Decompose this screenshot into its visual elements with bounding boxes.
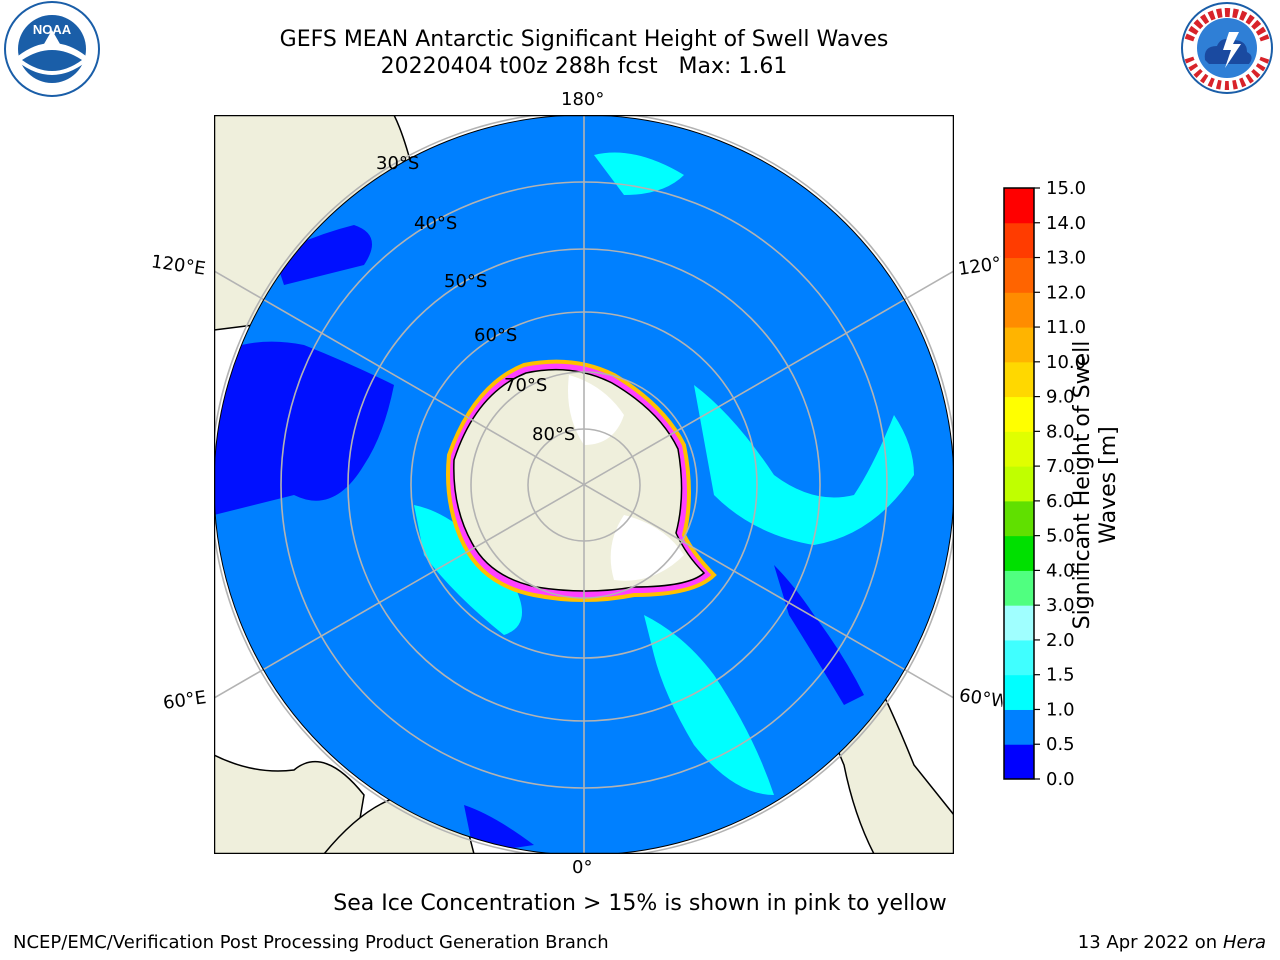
lon-label-60e: 60°E [161, 687, 208, 714]
colorbar-tick-label: 13.0 [1046, 248, 1086, 269]
lat-label-60s: 60°S [474, 325, 517, 346]
lon-label-0: 0° [572, 857, 593, 878]
colorbar: 0.0 0.5 1.0 1.5 2.0 3.0 4.0 5.0 6.0 7.0 8.0 9.0 10.0… [1003, 180, 1086, 790]
colorbar-swatch [1004, 327, 1034, 363]
lat-label-80s: 80°S [532, 424, 575, 445]
lon-label-180: 180° [561, 89, 605, 110]
colorbar-swatch [1004, 257, 1034, 293]
lat-label-70s: 70°S [504, 375, 547, 396]
colorbar-frame [1003, 187, 1035, 780]
chart-title: GEFS MEAN Antarctic Significant Height o… [279, 27, 889, 52]
colorbar-swatch [1004, 292, 1034, 328]
lon-label-120e: 120°E [149, 251, 207, 280]
lat-label-40s: 40°S [414, 213, 457, 234]
colorbar-tick-label: 8.0 [1046, 421, 1075, 442]
colorbar-tick-label: 4.0 [1046, 560, 1075, 581]
polar-map: 80°S 70°S 60°S 50°S 40°S 30°S [214, 115, 954, 854]
africa-land [214, 754, 365, 854]
colorbar-tick-label: 15.0 [1046, 180, 1086, 199]
colorbar-tick-label: 1.5 [1046, 665, 1075, 686]
chart-subtitle: 20220404 t00z 288h fcst Max: 1.61 [380, 54, 788, 79]
colorbar-swatch [1004, 466, 1034, 502]
colorbar-swatch [1004, 639, 1034, 676]
colorbar-tick-label: 2.0 [1046, 630, 1075, 651]
colorbar-tick-label: 3.0 [1046, 595, 1075, 616]
colorbar-swatch [1004, 500, 1034, 537]
date-text: 13 Apr 2022 on Hera [1077, 932, 1266, 953]
colorbar-swatch [1004, 361, 1034, 398]
colorbar-tick-label: 1.0 [1046, 699, 1075, 720]
credit-text: NCEP/EMC/Verification Post Processing Pr… [13, 932, 609, 953]
colorbar-tick-label: 11.0 [1046, 317, 1086, 338]
colorbar-swatch [1004, 605, 1034, 641]
colorbar-swatch [1004, 674, 1034, 710]
colorbar-swatch [1004, 396, 1034, 432]
colorbar-tick-label: 9.0 [1046, 387, 1075, 408]
colorbar-label: Significant Height of Swell Waves [m] [1070, 340, 1121, 630]
colorbar-swatch [1004, 188, 1034, 224]
colorbar-tick-label: 10.0 [1046, 352, 1086, 373]
svg-text:NOAA: NOAA [33, 22, 72, 37]
colorbar-swatch [1004, 222, 1034, 259]
noaa-logo-icon: NOAA [4, 1, 100, 97]
colorbar-tick-label: 5.0 [1046, 526, 1075, 547]
colorbar-swatch [1004, 535, 1034, 571]
colorbar-swatch [1004, 570, 1034, 606]
colorbar-swatch [1004, 709, 1034, 745]
colorbar-tick-label: 12.0 [1046, 282, 1086, 303]
sea-ice-note: Sea Ice Concentration > 15% is shown in … [333, 891, 947, 916]
lat-label-30s: 30°S [376, 153, 419, 174]
lat-label-50s: 50°S [444, 271, 487, 292]
colorbar-tick-label: 0.0 [1046, 769, 1075, 790]
colorbar-swatch [1004, 431, 1034, 467]
colorbar-swatch [1004, 744, 1034, 780]
colorbar-tick-label: 6.0 [1046, 491, 1075, 512]
nws-logo-icon [1181, 2, 1273, 94]
colorbar-tick-label: 14.0 [1046, 213, 1086, 234]
colorbar-tick-label: 0.5 [1046, 734, 1075, 755]
colorbar-tick-label: 7.0 [1046, 456, 1075, 477]
